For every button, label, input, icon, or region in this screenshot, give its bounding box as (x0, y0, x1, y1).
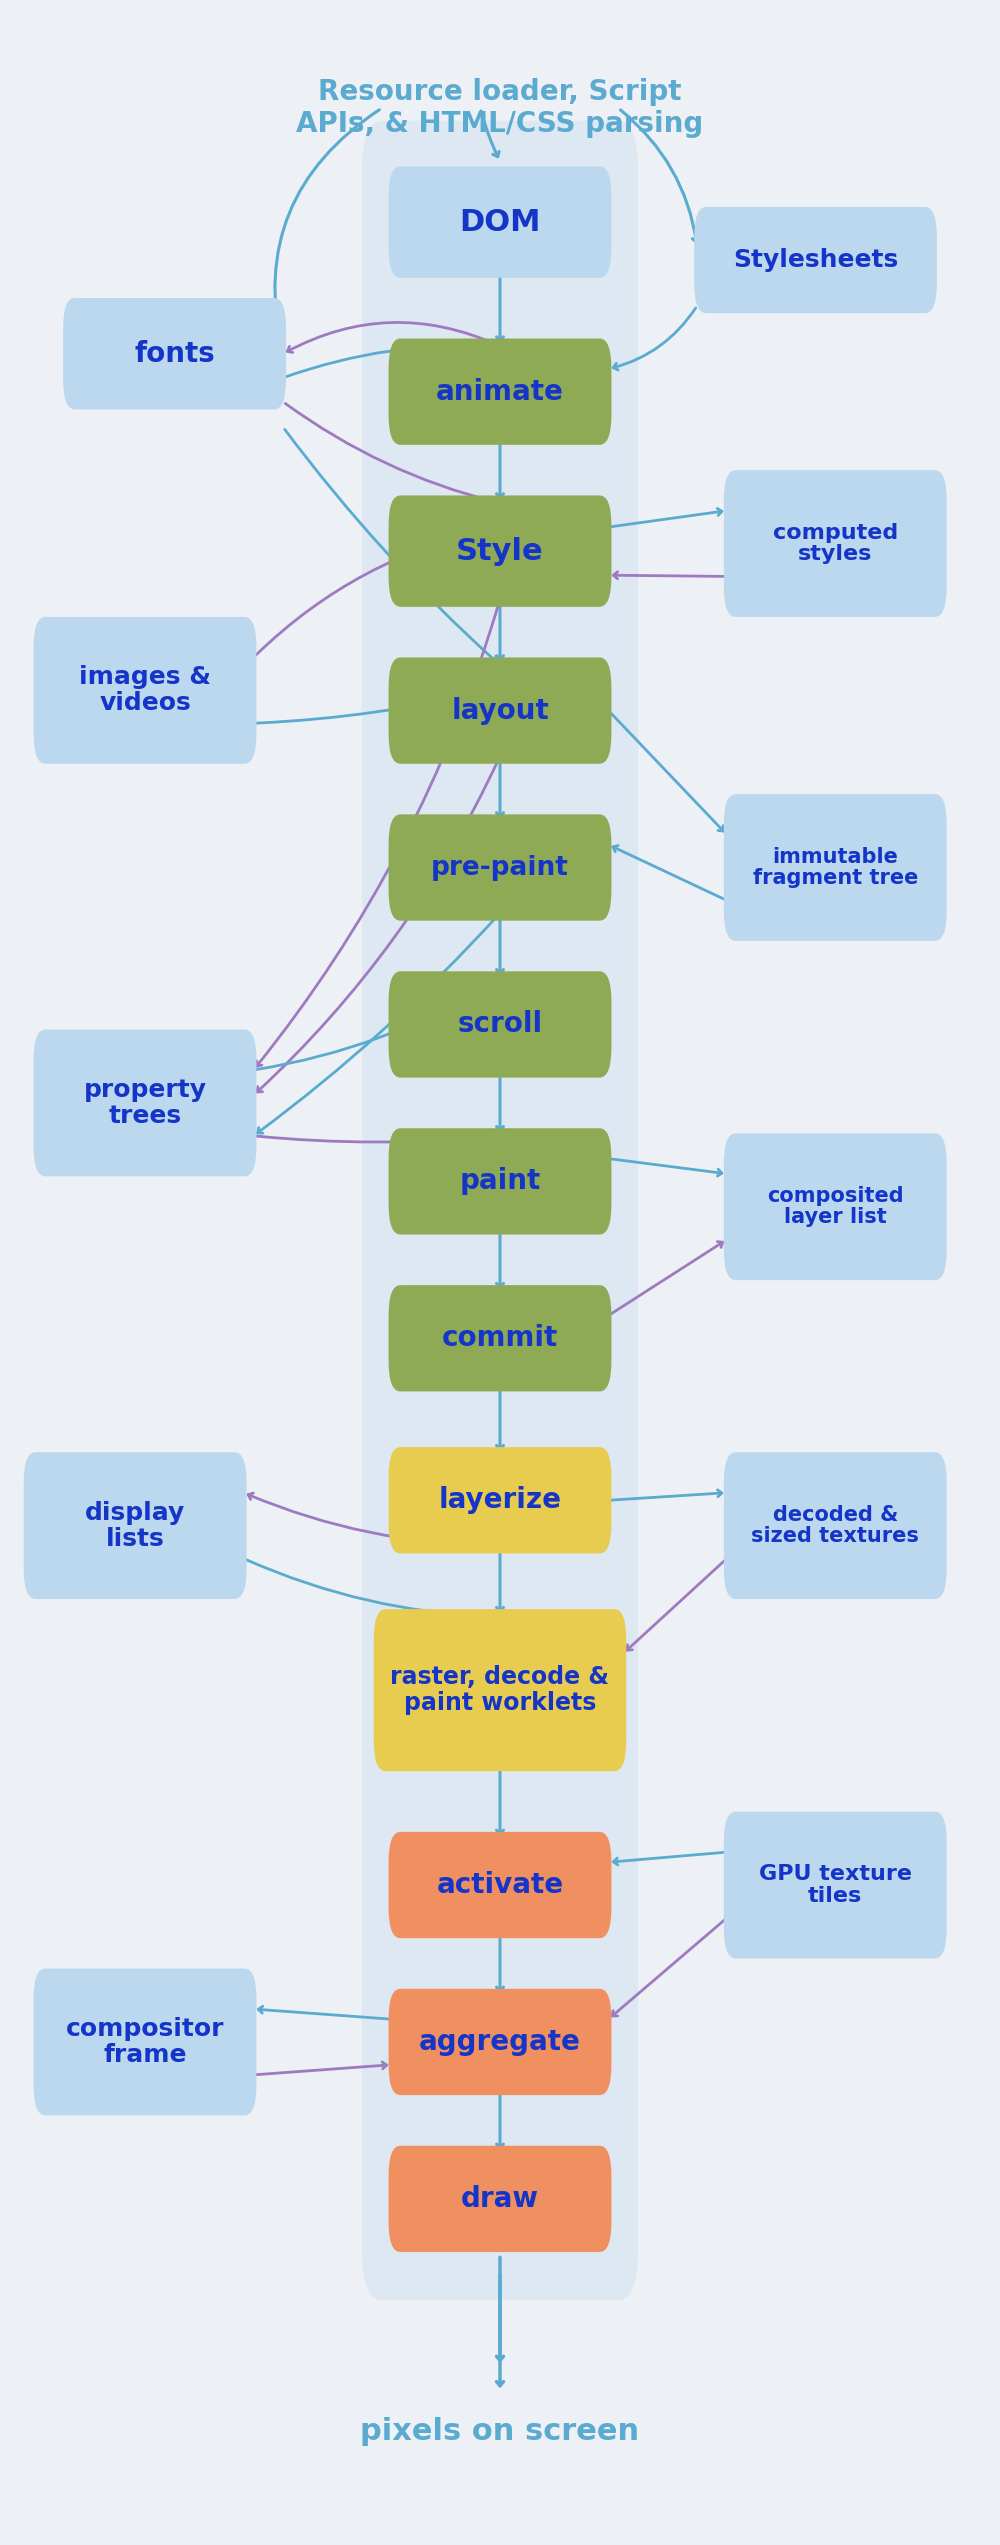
Text: composited
layer list: composited layer list (767, 1186, 904, 1227)
FancyBboxPatch shape (389, 1448, 611, 1552)
Text: paint: paint (459, 1168, 541, 1196)
FancyBboxPatch shape (694, 206, 937, 313)
Text: Resource loader, Script
APIs, & HTML/CSS parsing: Resource loader, Script APIs, & HTML/CSS… (296, 79, 704, 137)
Text: immutable
fragment tree: immutable fragment tree (753, 847, 918, 888)
Text: pre-paint: pre-paint (431, 855, 569, 881)
FancyBboxPatch shape (389, 1285, 611, 1392)
FancyBboxPatch shape (724, 1453, 947, 1598)
FancyBboxPatch shape (63, 298, 286, 410)
FancyBboxPatch shape (724, 794, 947, 942)
FancyBboxPatch shape (724, 471, 947, 616)
Text: pixels on screen: pixels on screen (360, 2418, 640, 2446)
Text: images &
videos: images & videos (79, 664, 211, 715)
Text: decoded &
sized textures: decoded & sized textures (751, 1504, 919, 1547)
Text: fonts: fonts (134, 338, 215, 366)
FancyBboxPatch shape (724, 1133, 947, 1280)
FancyBboxPatch shape (389, 2145, 611, 2252)
Text: GPU texture
tiles: GPU texture tiles (759, 1865, 912, 1906)
FancyBboxPatch shape (389, 496, 611, 606)
Text: display
lists: display lists (85, 1502, 185, 1550)
FancyBboxPatch shape (34, 1031, 256, 1176)
Text: Stylesheets: Stylesheets (733, 247, 898, 272)
Text: computed
styles: computed styles (773, 522, 898, 565)
FancyBboxPatch shape (724, 1812, 947, 1960)
FancyBboxPatch shape (389, 1127, 611, 1234)
FancyBboxPatch shape (34, 616, 256, 764)
FancyBboxPatch shape (389, 972, 611, 1077)
FancyBboxPatch shape (389, 338, 611, 445)
FancyBboxPatch shape (24, 1453, 247, 1598)
Text: compositor
frame: compositor frame (66, 2018, 224, 2067)
Text: scroll: scroll (457, 1010, 543, 1038)
FancyBboxPatch shape (34, 1967, 256, 2115)
FancyBboxPatch shape (389, 1988, 611, 2095)
FancyBboxPatch shape (389, 1832, 611, 1939)
Text: commit: commit (442, 1323, 558, 1351)
FancyBboxPatch shape (389, 657, 611, 764)
Text: property
trees: property trees (84, 1079, 207, 1127)
Text: DOM: DOM (459, 209, 541, 237)
Text: Style: Style (456, 537, 544, 565)
Text: animate: animate (436, 377, 564, 405)
Text: activate: activate (436, 1871, 564, 1899)
Text: layerize: layerize (438, 1486, 562, 1514)
FancyBboxPatch shape (374, 1608, 626, 1771)
FancyBboxPatch shape (389, 165, 611, 277)
Text: aggregate: aggregate (419, 2028, 581, 2056)
FancyBboxPatch shape (389, 814, 611, 921)
Text: layout: layout (451, 697, 549, 725)
FancyBboxPatch shape (362, 120, 638, 2301)
Text: draw: draw (461, 2186, 539, 2214)
Text: raster, decode &
paint worklets: raster, decode & paint worklets (390, 1664, 610, 1715)
